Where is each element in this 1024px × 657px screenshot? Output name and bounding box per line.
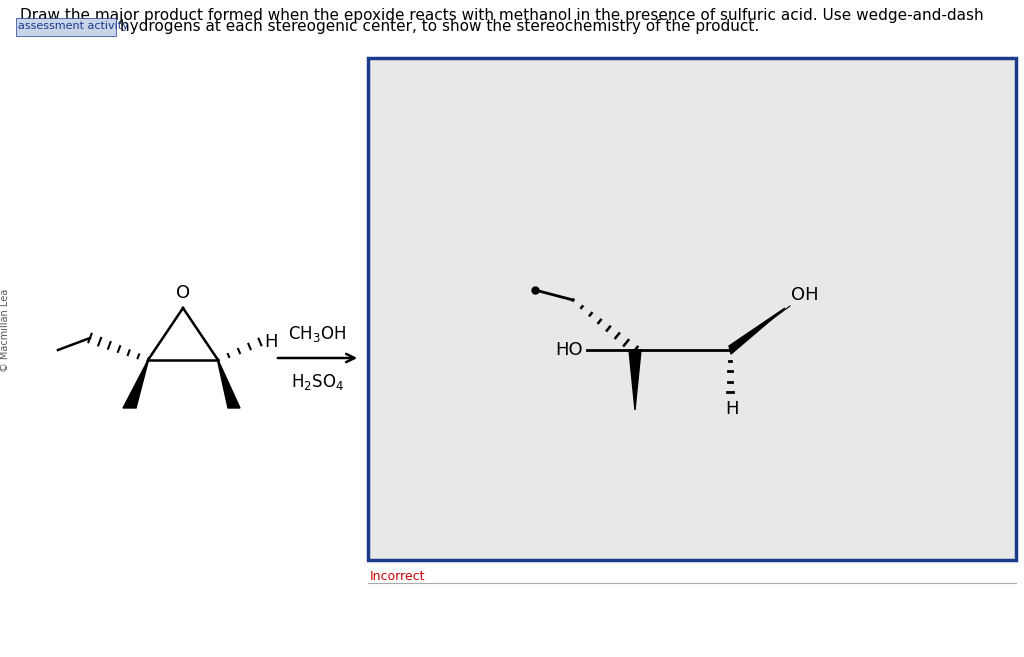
Polygon shape xyxy=(217,358,240,408)
Polygon shape xyxy=(629,350,641,410)
Text: O: O xyxy=(176,284,190,302)
Text: Draw the major product formed when the epoxide reacts with methanol in the prese: Draw the major product formed when the e… xyxy=(20,8,984,23)
Text: H: H xyxy=(725,400,738,418)
FancyBboxPatch shape xyxy=(16,18,116,36)
Text: HO: HO xyxy=(555,341,583,359)
FancyBboxPatch shape xyxy=(368,58,1016,560)
Text: H$_2$SO$_4$: H$_2$SO$_4$ xyxy=(291,372,344,392)
Text: CH$_3$OH: CH$_3$OH xyxy=(289,324,346,344)
Text: hydrogens at each stereogenic center, to show the stereochemistry of the product: hydrogens at each stereogenic center, to… xyxy=(120,18,759,34)
Text: © Macmillan Lea: © Macmillan Lea xyxy=(0,288,10,372)
Text: Incorrect: Incorrect xyxy=(370,570,426,583)
Polygon shape xyxy=(123,358,150,408)
Polygon shape xyxy=(729,308,785,354)
Text: OH: OH xyxy=(791,286,818,304)
Text: H: H xyxy=(264,333,278,351)
Text: assessment activity: assessment activity xyxy=(18,21,129,31)
